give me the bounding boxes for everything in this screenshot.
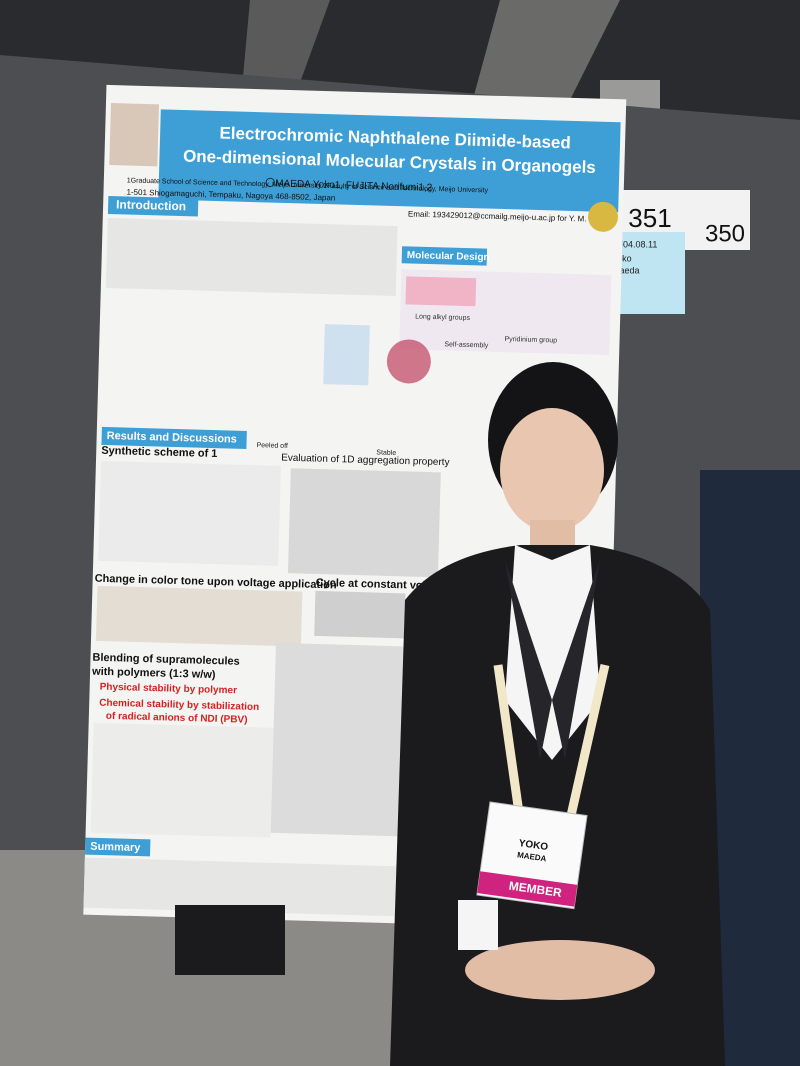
lapel <box>552 560 600 760</box>
badge-ribbon <box>477 871 578 907</box>
author-photo <box>109 103 159 167</box>
polymer-photos <box>270 642 406 837</box>
bullet: of radical anions of NDI (PBV) <box>106 711 248 726</box>
figure-label: Peeled off <box>256 442 288 450</box>
cell-figure <box>323 324 370 386</box>
cuff <box>458 900 498 950</box>
gel-figure <box>386 339 431 384</box>
color-tone-photos <box>95 585 303 647</box>
badge-name: YOKO <box>518 838 549 853</box>
summary-text-block <box>83 857 415 917</box>
bullet: Physical stability by polymer <box>100 682 238 697</box>
board-number: 350 <box>705 220 745 247</box>
badge-name: MAEDA <box>517 850 548 863</box>
cycle-photos <box>314 590 406 639</box>
title-bar <box>158 109 621 213</box>
lanyard <box>493 664 610 821</box>
poster-authors: 〇MAEDA Yoko1, FUJITA Norifumi1,2 <box>265 177 433 194</box>
face <box>500 408 604 532</box>
card-text: Maeda <box>612 265 640 275</box>
section-title: Results and Discussions <box>107 430 238 446</box>
legs <box>175 905 285 975</box>
shirt <box>505 545 600 760</box>
section-header <box>107 195 199 217</box>
ceiling-beam <box>470 0 620 120</box>
subheading: with polymers (1:3 w/w) <box>91 666 216 681</box>
section-header <box>101 426 247 449</box>
figure-label: Self-assembly <box>444 341 489 349</box>
subheading: Synthetic scheme of 1 <box>101 445 217 460</box>
synthesis-scheme <box>98 460 281 566</box>
section-title: Introduction <box>116 197 186 213</box>
bullet: Chemical stability by stabilization <box>99 698 259 713</box>
card-text: FF04.08.11 <box>612 239 657 249</box>
figure-label: Long alkyl groups <box>415 313 471 322</box>
intro-text-block <box>105 217 398 297</box>
section-title: Summary <box>90 841 141 854</box>
poster: Electrochromic Naphthalene Diimide-based… <box>83 84 627 930</box>
polymer-structures <box>90 722 274 838</box>
section-title: Molecular Design <box>407 250 490 263</box>
badge: YOKO MAEDA MEMBER <box>476 801 588 910</box>
alkyl-chain-figure <box>405 276 477 307</box>
section-header <box>401 246 488 266</box>
board-number: 351 <box>628 203 671 233</box>
university-logo <box>588 201 619 232</box>
subheading: Evaluation of 1D aggregation property <box>281 453 450 469</box>
figure-label: Stable <box>376 449 396 457</box>
section-header <box>84 837 151 857</box>
subheading: Blending of supramolecules <box>92 652 240 668</box>
figure-label: Pyridinium group <box>504 336 557 344</box>
lapel <box>505 560 552 760</box>
hands <box>465 940 655 1000</box>
tem-images <box>287 468 441 578</box>
